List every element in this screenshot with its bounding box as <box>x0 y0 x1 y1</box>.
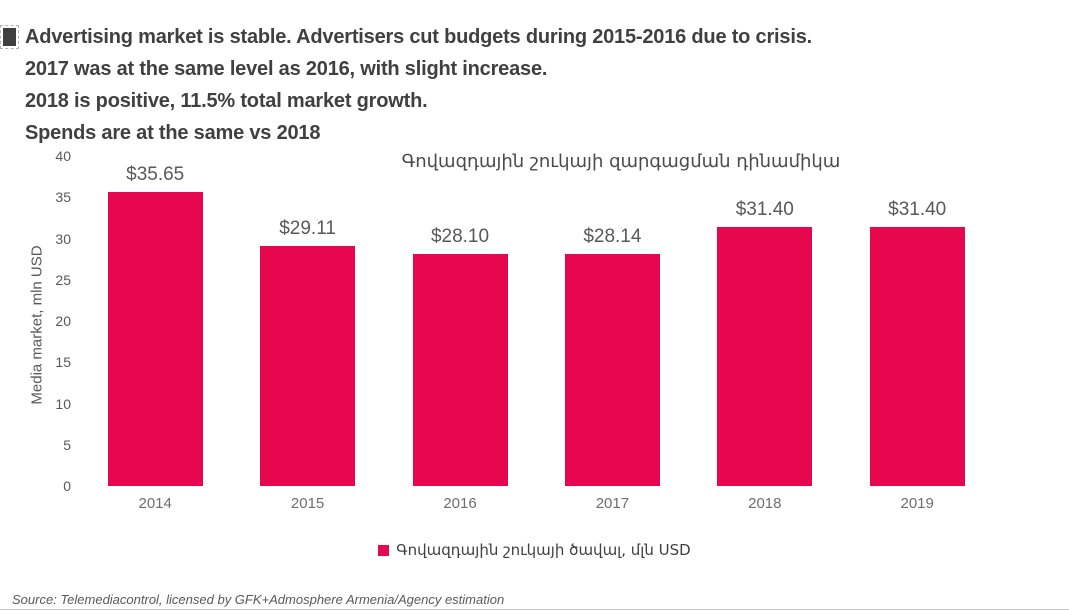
y-tick-label: 25 <box>55 271 71 288</box>
bar-2017 <box>564 253 660 486</box>
bullet-marker <box>0 25 19 49</box>
legend-marker <box>378 544 390 556</box>
bar-value-label: $35.65 <box>126 163 185 185</box>
y-tick-label: 20 <box>55 313 71 329</box>
bar-value-label: $31.40 <box>735 198 794 220</box>
y-tick-label: 30 <box>55 230 71 247</box>
bar-value-label: $28.14 <box>583 225 642 247</box>
y-tick-label: 0 <box>63 478 71 494</box>
x-tick-label: 2019 <box>900 495 934 512</box>
bar-2015 <box>260 245 356 486</box>
headline: Advertising market is stable. Advertiser… <box>25 21 1025 149</box>
bar-2016 <box>412 254 508 486</box>
headline-line-4: Spends are at the same vs 2018 <box>25 122 321 144</box>
bar-value-label: $29.11 <box>279 217 336 239</box>
x-tick-label: 2015 <box>290 495 325 512</box>
y-tick-label: 15 <box>55 354 71 371</box>
y-tick-label: 10 <box>55 395 71 412</box>
bar-value-label: $31.40 <box>888 198 947 220</box>
bottom-divider <box>0 609 1069 610</box>
source-note: Source: Telemediacontrol, licensed by GF… <box>12 592 505 607</box>
y-tick-label: 40 <box>55 148 71 164</box>
chart-title: Գովազդային շուկայի զարգացման դինամիկա <box>401 151 841 172</box>
bar-2014 <box>107 191 203 486</box>
legend-label: Գովազդային շուկայի ծավալ, մլն USD <box>396 541 691 559</box>
y-tick-label: 5 <box>63 436 71 453</box>
bar-value-label: $28.10 <box>430 226 490 248</box>
headline-line-2: 2017 was at the same level as 2016, with… <box>25 58 548 80</box>
x-tick-label: 2016 <box>443 495 477 512</box>
headline-line-3: 2018 is positive, 11.5% total market gro… <box>25 90 428 112</box>
headline-line-1: Advertising market is stable. Advertiser… <box>25 26 812 48</box>
y-tick-label: 35 <box>55 189 71 206</box>
bar-2019 <box>869 226 965 486</box>
x-tick-label: 2017 <box>595 495 630 512</box>
bar-2018 <box>717 226 813 486</box>
x-tick-label: 2018 <box>748 495 782 512</box>
y-axis-ticks: 0 5 10 15 20 25 30 35 40 <box>26 0 71 614</box>
x-tick-label: 2014 <box>138 495 172 512</box>
legend: Գովազդային շուկայի ծավալ, մլն USD <box>0 541 1069 559</box>
